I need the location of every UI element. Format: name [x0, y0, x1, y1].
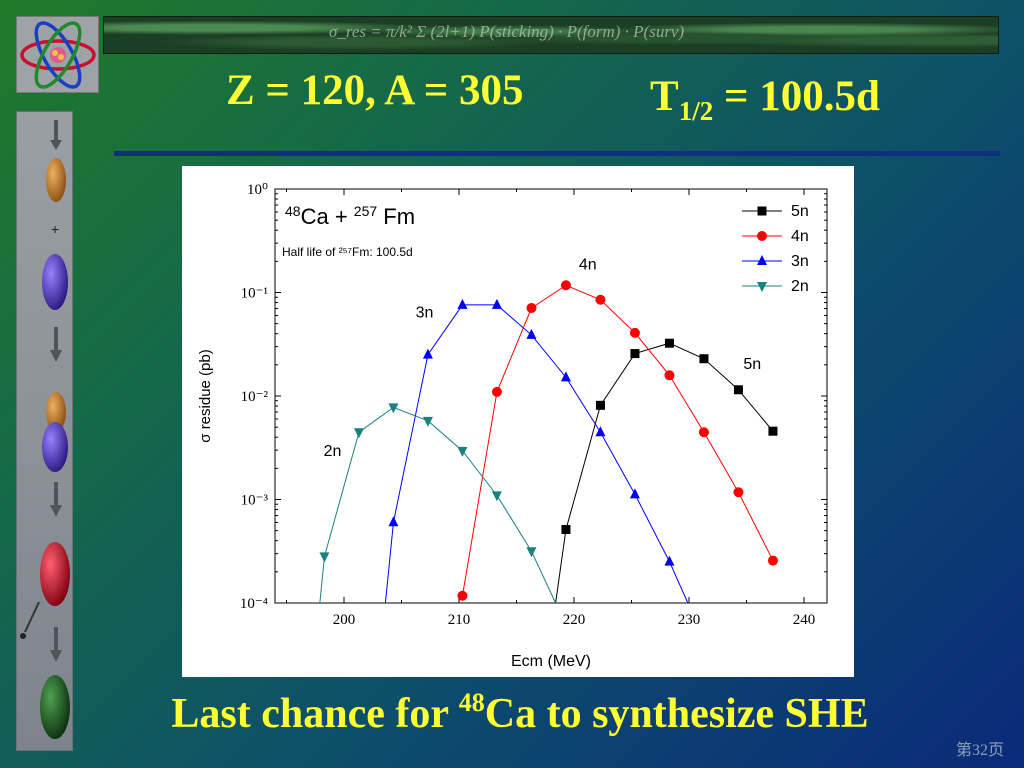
x-tick-label: 210	[448, 612, 471, 628]
y-tick-label: 10⁰	[247, 182, 268, 198]
y-tick-label: 10⁻¹	[241, 286, 268, 302]
arrow-down-icon	[50, 120, 62, 150]
reaction-sidebar: + neutron	[16, 111, 73, 751]
data-point	[630, 349, 640, 359]
reaction-title: 48Ca + 257 Fm	[285, 203, 415, 229]
data-point	[422, 348, 433, 359]
caption-superscript: 48	[458, 688, 485, 717]
projectile-nucleus-icon	[46, 158, 66, 202]
data-point	[353, 428, 364, 439]
x-tick-label: 230	[678, 612, 701, 628]
legend-entry-5n: 5n	[791, 203, 809, 220]
series-line-4n	[461, 284, 774, 596]
cross-section-chart: 200 210 220 230 240 10⁰ 10⁻¹ 10⁻² 10⁻³ 10⁻⁴ Ecm (M…	[182, 166, 854, 677]
x-tick-label: 220	[563, 612, 586, 628]
atom-logo-icon	[16, 16, 99, 93]
data-point	[757, 231, 767, 241]
x-tick-label: 240	[793, 612, 816, 628]
residue-nucleus-icon	[40, 675, 70, 739]
target-nucleus-icon	[42, 254, 68, 310]
y-tick-label: 10⁻⁴	[240, 596, 268, 612]
page-number: 第32页	[955, 742, 1004, 759]
data-point	[733, 487, 744, 498]
legend-entry-4n: 4n	[791, 228, 809, 245]
data-point	[457, 298, 468, 309]
y-axis-label: σ residue (pb)	[197, 349, 214, 442]
x-tick-label: 200	[333, 612, 356, 628]
chart-svg: 200 210 220 230 240 10⁰ 10⁻¹ 10⁻² 10⁻³ 10⁻⁴ Ecm (M…	[197, 182, 828, 670]
data-point	[664, 370, 675, 381]
data-point	[491, 386, 502, 397]
half-life-title: T1/2 = 100.5d	[650, 72, 880, 127]
data-point	[388, 516, 399, 527]
data-point	[699, 354, 709, 364]
compound-nucleus-icon	[42, 422, 68, 472]
series-label-2n: 2n	[324, 443, 342, 460]
data-point	[388, 403, 399, 414]
legend-entry-2n: 2n	[791, 278, 809, 295]
series-group	[319, 280, 778, 603]
data-point	[664, 338, 674, 348]
data-point	[733, 385, 743, 395]
data-point	[767, 555, 778, 566]
data-point	[560, 280, 571, 291]
formula-banner: σ_res = π/k² Σ (2l+1) P(sticking) · P(fo…	[103, 16, 999, 54]
data-point	[422, 416, 433, 427]
x-axis-label: Ecm (MeV)	[511, 653, 591, 670]
half-life-symbol: T	[650, 73, 679, 120]
series-label-3n: 3n	[416, 304, 434, 321]
chart-subtitle: Half life of ²⁵⁷Fm: 100.5d	[282, 245, 413, 259]
data-point	[595, 294, 606, 305]
caption-suffix: Ca to synthesize SHE	[484, 691, 869, 737]
svg-text:+: +	[51, 221, 59, 237]
data-point	[595, 426, 606, 437]
y-tick-label: 10⁻²	[241, 389, 269, 405]
data-point	[561, 525, 571, 535]
half-life-value: = 100.5d	[713, 73, 880, 120]
data-point	[768, 426, 778, 436]
series-line-3n	[384, 304, 689, 603]
title-divider	[114, 151, 1000, 156]
series-label-5n: 5n	[743, 356, 761, 373]
caption-prefix: Last chance for	[171, 691, 459, 737]
data-point	[698, 427, 709, 438]
excited-nucleus-icon	[40, 542, 70, 606]
data-point	[491, 491, 502, 502]
data-point	[595, 400, 605, 410]
data-point	[491, 298, 502, 309]
series-line-2n	[319, 406, 557, 603]
y-tick-label: 10⁻³	[241, 493, 269, 509]
data-point	[757, 206, 767, 216]
data-point	[629, 488, 640, 499]
data-point	[457, 446, 468, 457]
legend-entry-3n: 3n	[791, 253, 809, 270]
data-point	[664, 555, 675, 566]
data-point	[457, 590, 468, 601]
series-label-4n: 4n	[579, 257, 597, 274]
data-point	[757, 282, 767, 292]
data-point	[526, 303, 537, 314]
half-life-subscript: 1/2	[678, 96, 714, 126]
nucleus-title: Z = 120, A = 305	[226, 67, 524, 114]
data-point	[560, 371, 571, 382]
data-point	[526, 328, 537, 339]
slide-caption: Last chance for 48Ca to synthesize SHE	[0, 688, 1024, 738]
banner-formula: σ_res = π/k² Σ (2l+1) P(sticking) · P(fo…	[329, 22, 685, 41]
data-point	[757, 255, 767, 265]
data-point	[319, 552, 330, 563]
series-line-5n	[555, 342, 774, 603]
data-point	[629, 327, 640, 338]
data-point	[526, 547, 537, 558]
